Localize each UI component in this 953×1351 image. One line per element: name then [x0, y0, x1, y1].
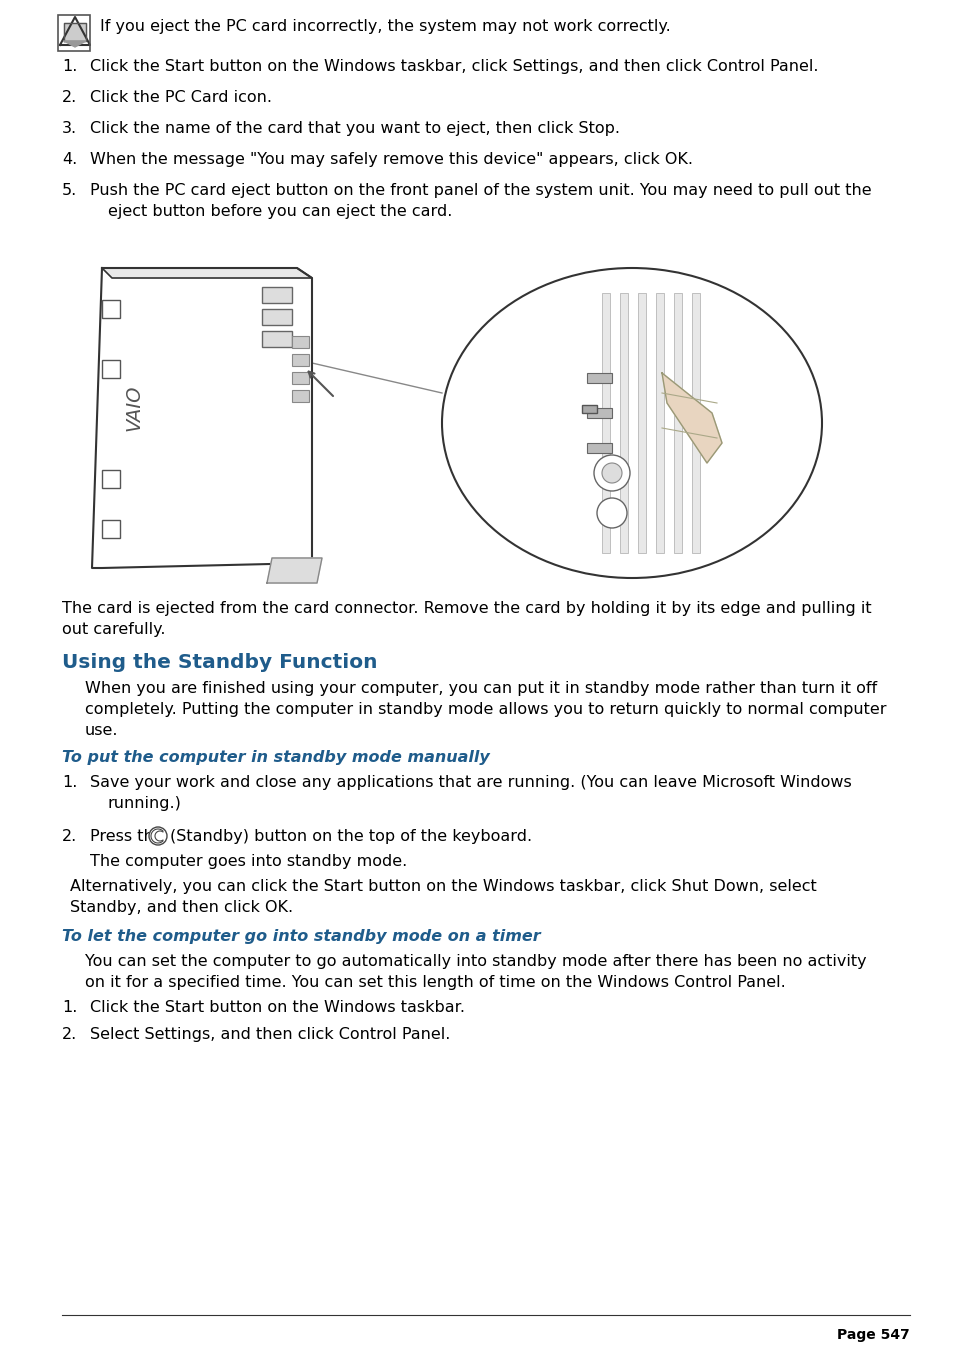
Text: eject button before you can eject the card.: eject button before you can eject the ca… [108, 204, 452, 219]
Text: Click the name of the card that you want to eject, then click Stop.: Click the name of the card that you want… [90, 122, 619, 136]
Bar [586, 408, 612, 417]
Text: The card is ejected from the card connector. Remove the card by holding it by it: The card is ejected from the card connec… [62, 601, 871, 616]
Polygon shape [661, 373, 721, 463]
Text: 1.: 1. [62, 1000, 77, 1015]
Text: If you eject the PC card incorrectly, the system may not work correctly.: If you eject the PC card incorrectly, th… [100, 19, 670, 34]
Circle shape [601, 463, 621, 484]
Polygon shape [60, 18, 90, 45]
Text: Using the Standby Function: Using the Standby Function [62, 653, 377, 671]
Circle shape [594, 455, 629, 490]
Bar [691, 293, 700, 553]
Text: Page 547: Page 547 [837, 1328, 909, 1342]
Bar [292, 372, 309, 384]
Text: use.: use. [85, 723, 118, 738]
Text: 2.: 2. [62, 1027, 77, 1042]
Polygon shape [64, 41, 86, 47]
Text: You can set the computer to go automatically into standby mode after there has b: You can set the computer to go automatic… [85, 954, 865, 969]
Text: 3.: 3. [62, 122, 77, 136]
Text: Click the Start button on the Windows taskbar.: Click the Start button on the Windows ta… [90, 1000, 464, 1015]
Text: out carefully.: out carefully. [62, 621, 165, 638]
Text: Save your work and close any applications that are running. (You can leave Micro: Save your work and close any application… [90, 775, 851, 790]
Bar [586, 373, 612, 382]
Bar [262, 331, 292, 347]
Bar [102, 300, 120, 317]
Bar [262, 309, 292, 326]
Text: 1.: 1. [62, 59, 77, 74]
Text: VAIO: VAIO [125, 385, 143, 431]
Bar [62, 243, 882, 584]
Text: on it for a specified time. You can set this length of time on the Windows Contr: on it for a specified time. You can set … [85, 975, 785, 990]
Bar [586, 443, 612, 453]
Text: Push the PC card eject button on the front panel of the system unit. You may nee: Push the PC card eject button on the fro… [90, 182, 871, 199]
Bar [581, 405, 597, 413]
Text: When you are finished using your computer, you can put it in standby mode rather: When you are finished using your compute… [85, 681, 876, 696]
Circle shape [149, 827, 167, 844]
Text: Click the Start button on the Windows taskbar, click Settings, and then click Co: Click the Start button on the Windows ta… [90, 59, 818, 74]
Polygon shape [102, 267, 312, 278]
Text: completely. Putting the computer in standby mode allows you to return quickly to: completely. Putting the computer in stan… [85, 703, 885, 717]
Text: (Standby) button on the top of the keyboard.: (Standby) button on the top of the keybo… [170, 830, 532, 844]
Text: 4.: 4. [62, 153, 77, 168]
Text: To put the computer in standby mode manually: To put the computer in standby mode manu… [62, 750, 489, 765]
Bar [619, 293, 627, 553]
Bar [656, 293, 663, 553]
Text: 2.: 2. [62, 91, 77, 105]
Bar [292, 336, 309, 349]
Bar [262, 286, 292, 303]
Text: 1.: 1. [62, 775, 77, 790]
Text: Click the PC Card icon.: Click the PC Card icon. [90, 91, 272, 105]
Bar [102, 359, 120, 378]
Bar [601, 293, 609, 553]
Text: The computer goes into standby mode.: The computer goes into standby mode. [90, 854, 407, 869]
Bar [638, 293, 645, 553]
Text: 5.: 5. [62, 182, 77, 199]
Text: Standby, and then click OK.: Standby, and then click OK. [70, 900, 293, 915]
Polygon shape [64, 23, 86, 41]
Bar [102, 470, 120, 488]
Ellipse shape [441, 267, 821, 578]
Text: Alternatively, you can click the Start button on the Windows taskbar, click Shut: Alternatively, you can click the Start b… [70, 880, 816, 894]
Text: 2.: 2. [62, 830, 77, 844]
Bar [673, 293, 681, 553]
Text: running.): running.) [108, 796, 182, 811]
Circle shape [597, 499, 626, 528]
Text: When the message "You may safely remove this device" appears, click OK.: When the message "You may safely remove … [90, 153, 692, 168]
Text: Select Settings, and then click Control Panel.: Select Settings, and then click Control … [90, 1027, 450, 1042]
Bar [292, 390, 309, 403]
Polygon shape [267, 558, 322, 584]
Bar [102, 520, 120, 538]
Bar [292, 354, 309, 366]
Polygon shape [91, 267, 312, 567]
Text: Press the: Press the [90, 830, 164, 844]
Text: To let the computer go into standby mode on a timer: To let the computer go into standby mode… [62, 929, 540, 944]
